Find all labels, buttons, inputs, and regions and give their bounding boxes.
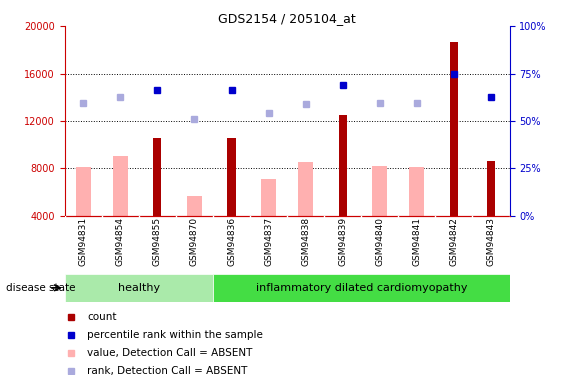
Bar bbox=[487, 161, 495, 216]
Text: GSM94870: GSM94870 bbox=[190, 217, 199, 267]
Text: rank, Detection Call = ABSENT: rank, Detection Call = ABSENT bbox=[87, 366, 247, 375]
Text: GSM94842: GSM94842 bbox=[449, 217, 458, 266]
Bar bbox=[227, 138, 235, 216]
Text: GSM94843: GSM94843 bbox=[486, 217, 495, 266]
Bar bbox=[113, 156, 128, 216]
Text: GSM94837: GSM94837 bbox=[264, 217, 273, 267]
Text: GSM94831: GSM94831 bbox=[79, 217, 88, 267]
Text: GSM94841: GSM94841 bbox=[412, 217, 421, 266]
Bar bbox=[213, 274, 510, 302]
Bar bbox=[339, 115, 347, 216]
Text: count: count bbox=[87, 312, 117, 322]
Text: GSM94855: GSM94855 bbox=[153, 217, 162, 267]
Text: percentile rank within the sample: percentile rank within the sample bbox=[87, 330, 263, 340]
Text: GSM94854: GSM94854 bbox=[116, 217, 125, 266]
Text: GSM94836: GSM94836 bbox=[227, 217, 236, 267]
Text: GSM94839: GSM94839 bbox=[338, 217, 347, 267]
Bar bbox=[450, 42, 458, 216]
Title: GDS2154 / 205104_at: GDS2154 / 205104_at bbox=[218, 12, 356, 25]
Bar bbox=[298, 162, 313, 216]
Bar bbox=[372, 166, 387, 216]
Text: healthy: healthy bbox=[118, 283, 160, 293]
Text: disease state: disease state bbox=[6, 283, 75, 293]
Bar bbox=[65, 274, 213, 302]
Bar bbox=[187, 195, 202, 216]
Bar bbox=[76, 167, 91, 216]
Text: value, Detection Call = ABSENT: value, Detection Call = ABSENT bbox=[87, 348, 252, 358]
Bar bbox=[153, 138, 162, 216]
Text: GSM94838: GSM94838 bbox=[301, 217, 310, 267]
Bar bbox=[261, 179, 276, 216]
Text: inflammatory dilated cardiomyopathy: inflammatory dilated cardiomyopathy bbox=[256, 283, 467, 293]
Text: GSM94840: GSM94840 bbox=[376, 217, 385, 266]
Bar bbox=[409, 167, 425, 216]
